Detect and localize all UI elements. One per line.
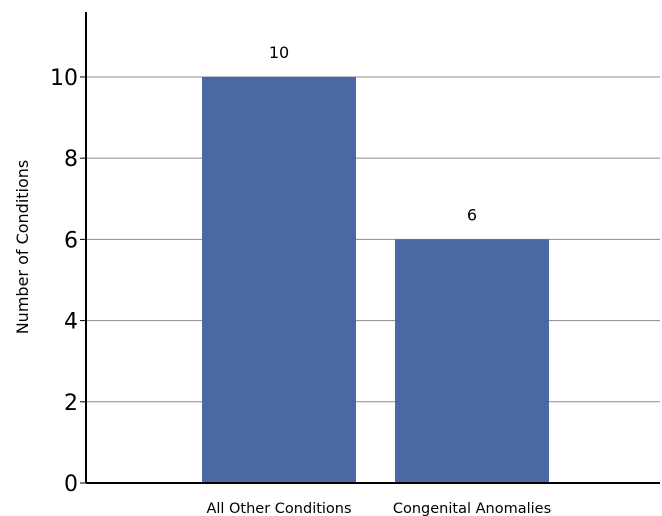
y-tick-label: 0 bbox=[64, 472, 78, 497]
y-tick-labels: 0 2 4 6 8 10 bbox=[50, 66, 86, 497]
gridlines bbox=[86, 76, 660, 403]
bar-all-other-conditions bbox=[202, 76, 356, 483]
data-label: 10 bbox=[269, 43, 289, 62]
bar-congenital-anomalies bbox=[395, 239, 549, 483]
y-axis-title: Number of Conditions bbox=[13, 160, 32, 335]
data-labels: 10 6 bbox=[269, 43, 477, 224]
y-tick-label: 10 bbox=[50, 66, 78, 91]
x-tick-label: All Other Conditions bbox=[206, 501, 351, 516]
y-tick-label: 4 bbox=[64, 310, 78, 335]
y-tick-label: 8 bbox=[64, 147, 78, 172]
x-tick-labels: All Other Conditions Congenital Anomalies bbox=[206, 501, 551, 516]
data-label: 6 bbox=[467, 205, 477, 224]
axes bbox=[85, 12, 660, 484]
y-tick-label: 6 bbox=[64, 228, 78, 253]
bars bbox=[202, 76, 549, 483]
x-tick-label: Congenital Anomalies bbox=[393, 501, 551, 516]
y-tick-label: 2 bbox=[64, 391, 78, 416]
